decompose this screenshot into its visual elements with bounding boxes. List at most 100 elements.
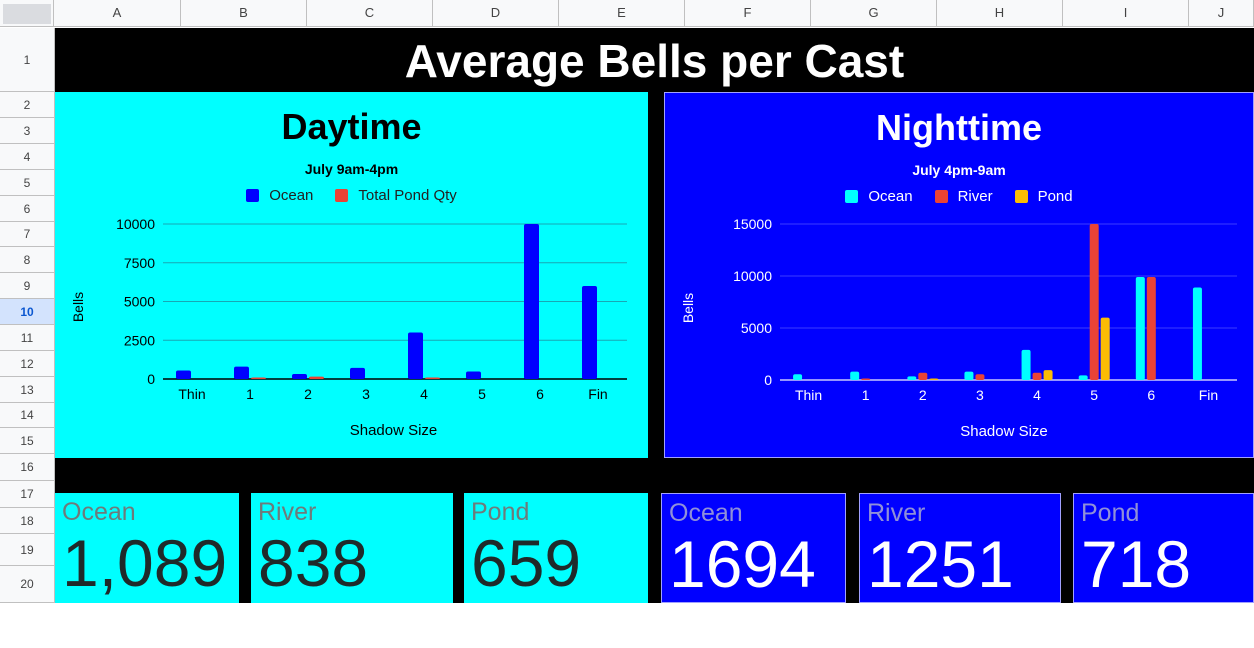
column-header-b[interactable]: B: [181, 0, 307, 27]
bar-ocean-6[interactable]: [1135, 277, 1145, 380]
bar-ocean-2[interactable]: [292, 374, 307, 379]
bar-ocean-3[interactable]: [350, 367, 365, 379]
row-header-15[interactable]: 15: [0, 428, 55, 454]
bar-ocean-5[interactable]: [466, 371, 481, 379]
scorecard-value: 1694: [669, 527, 816, 601]
row-header-19[interactable]: 19: [0, 534, 55, 566]
bar-ocean-fin[interactable]: [1192, 287, 1202, 380]
bar-pond-5[interactable]: [1100, 317, 1110, 380]
row-header-18[interactable]: 18: [0, 508, 55, 534]
scorecard-night-ocean[interactable]: Ocean 1694: [661, 493, 846, 603]
legend-item-pond[interactable]: Pond: [1014, 188, 1073, 205]
nighttime-chart[interactable]: Nighttime July 4pm-9am Ocean River Pond …: [664, 92, 1254, 458]
x-tick-label: Fin: [1199, 387, 1218, 403]
row-header-2[interactable]: 2: [0, 92, 55, 118]
y-tick-label: 2500: [124, 332, 155, 348]
row-header-4[interactable]: 4: [0, 144, 55, 170]
y-tick-label: 15000: [733, 216, 772, 232]
scorecard-night-river[interactable]: River 1251: [859, 493, 1061, 603]
column-header-j[interactable]: J: [1189, 0, 1254, 27]
scorecard-label: River: [258, 498, 317, 526]
scorecard-day-ocean[interactable]: Ocean 1,089: [55, 493, 239, 603]
bar-ocean-fin[interactable]: [582, 286, 597, 379]
bar-river-1[interactable]: [861, 378, 871, 381]
y-tick-label: 5000: [741, 320, 772, 336]
bar-river-6[interactable]: [1146, 277, 1156, 380]
column-header-e[interactable]: E: [559, 0, 685, 27]
row-header-12[interactable]: 12: [0, 351, 55, 377]
row-header-3[interactable]: 3: [0, 118, 55, 144]
legend-swatch-ocean: [246, 189, 260, 202]
y-tick-label: 0: [764, 372, 772, 388]
x-tick-label: 4: [1033, 387, 1041, 403]
row-header-20[interactable]: 20: [0, 566, 55, 603]
bar-ocean-2[interactable]: [907, 376, 917, 380]
row-header-10[interactable]: 10: [0, 299, 55, 325]
bar-total-pond-qty-1[interactable]: [251, 377, 266, 380]
legend-item-ocean[interactable]: Ocean: [246, 187, 313, 204]
legend-label: Ocean: [868, 188, 913, 205]
scorecard-day-pond[interactable]: Pond 659: [464, 493, 648, 603]
chart-legend: Ocean Total Pond Qty: [55, 187, 648, 204]
bar-ocean-6[interactable]: [524, 224, 539, 379]
x-tick-label: 3: [362, 386, 370, 402]
column-header-c[interactable]: C: [307, 0, 433, 27]
legend-label: Pond: [1037, 188, 1073, 205]
x-tick-label: 4: [420, 386, 428, 402]
bar-ocean-3[interactable]: [964, 371, 974, 380]
scorecard-value: 659: [471, 526, 582, 600]
bar-river-4[interactable]: [1032, 372, 1042, 380]
row-header-9[interactable]: 9: [0, 273, 55, 299]
legend-item-ocean[interactable]: Ocean: [845, 188, 913, 205]
row-header-8[interactable]: 8: [0, 247, 55, 273]
row-header-16[interactable]: 16: [0, 454, 55, 481]
bar-ocean-4[interactable]: [408, 332, 423, 380]
select-all-corner[interactable]: [0, 0, 54, 27]
column-header-a[interactable]: A: [54, 0, 181, 27]
scorecard-value: 718: [1081, 527, 1192, 601]
row-header-17[interactable]: 17: [0, 481, 55, 508]
y-axis-label: Bells: [680, 292, 697, 324]
bar-ocean-thin[interactable]: [176, 370, 191, 379]
daytime-chart[interactable]: Daytime July 9am-4pm Ocean Total Pond Qt…: [55, 92, 648, 458]
column-header-i[interactable]: I: [1063, 0, 1189, 27]
row-header-14[interactable]: 14: [0, 403, 55, 428]
legend-swatch-pond: [1014, 190, 1028, 203]
y-tick-label: 7500: [124, 255, 155, 271]
bar-river-2[interactable]: [918, 372, 928, 380]
legend-item-river[interactable]: River: [934, 188, 993, 205]
row-header-6[interactable]: 6: [0, 196, 55, 222]
bar-ocean-1[interactable]: [234, 366, 249, 379]
scorecard-value: 838: [258, 526, 369, 600]
chart-subtitle: July 4pm-9am: [912, 162, 1006, 178]
bar-ocean-1[interactable]: [850, 371, 860, 380]
column-header-d[interactable]: D: [433, 0, 559, 27]
scorecard-label: Ocean: [62, 498, 136, 526]
bar-ocean-5[interactable]: [1078, 375, 1088, 380]
chart-subtitle: July 9am-4pm: [304, 161, 399, 177]
column-header-f[interactable]: F: [685, 0, 811, 27]
bar-ocean-4[interactable]: [1021, 349, 1031, 380]
scorecard-label: Pond: [1081, 499, 1140, 527]
bar-total-pond-qty-4[interactable]: [425, 377, 440, 380]
x-tick-label: 1: [862, 387, 870, 403]
chart-title: Daytime: [281, 106, 422, 147]
bar-river-3[interactable]: [975, 374, 985, 380]
bar-ocean-thin[interactable]: [793, 374, 803, 380]
row-header-7[interactable]: 7: [0, 222, 55, 247]
bar-total-pond-qty-2[interactable]: [309, 376, 324, 379]
row-header-5[interactable]: 5: [0, 170, 55, 196]
scorecard-day-river[interactable]: River 838: [251, 493, 453, 603]
column-header-g[interactable]: G: [811, 0, 937, 27]
chart-title: Nighttime: [876, 107, 1042, 148]
legend-item-total-pond-qty[interactable]: Total Pond Qty: [335, 187, 457, 204]
scorecard-night-pond[interactable]: Pond 718: [1073, 493, 1254, 603]
bar-pond-2[interactable]: [929, 378, 939, 381]
bar-river-5[interactable]: [1089, 224, 1099, 380]
row-header-13[interactable]: 13: [0, 377, 55, 403]
column-header-h[interactable]: H: [937, 0, 1063, 27]
bar-pond-4[interactable]: [1043, 370, 1053, 380]
row-header-11[interactable]: 11: [0, 325, 55, 351]
row-header-1[interactable]: 1: [0, 28, 55, 92]
chart-legend: Ocean River Pond: [665, 188, 1253, 205]
